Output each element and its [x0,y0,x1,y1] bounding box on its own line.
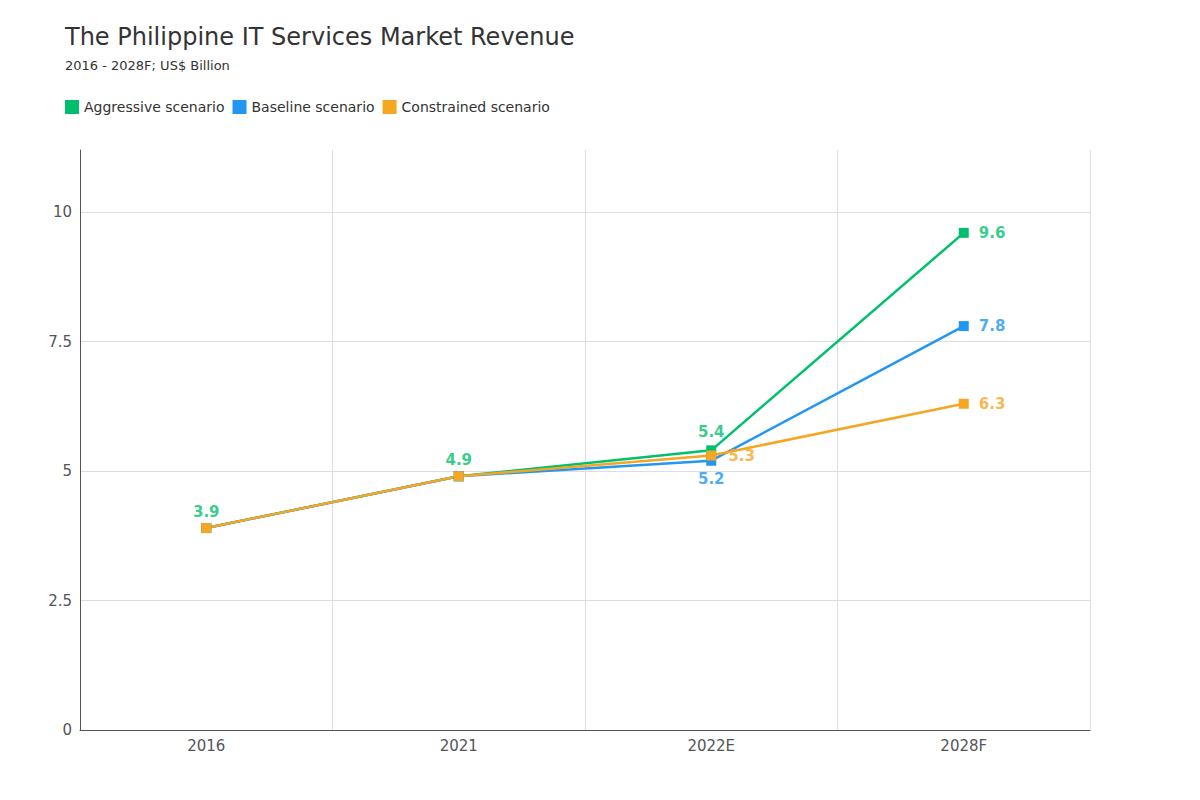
svg-text:0: 0 [62,721,72,739]
svg-text:5.2: 5.2 [698,470,725,488]
svg-text:Aggressive scenario: Aggressive scenario [84,99,225,115]
svg-text:4.9: 4.9 [445,451,472,469]
svg-text:2022E: 2022E [687,737,735,755]
svg-text:Constrained scenario: Constrained scenario [402,99,550,115]
svg-text:6.3: 6.3 [979,395,1006,413]
svg-text:2028F: 2028F [940,737,987,755]
svg-text:7.5: 7.5 [48,333,72,351]
svg-text:9.6: 9.6 [979,224,1006,242]
svg-text:2016: 2016 [187,737,225,755]
svg-text:5: 5 [62,462,72,480]
svg-text:3.9: 3.9 [193,503,220,521]
svg-text:5.3: 5.3 [728,447,755,465]
svg-text:7.8: 7.8 [979,317,1006,335]
svg-text:10: 10 [53,203,72,221]
svg-text:2016 - 2028F; US$ Billion: 2016 - 2028F; US$ Billion [65,58,230,73]
svg-text:2.5: 2.5 [48,592,72,610]
svg-text:5.4: 5.4 [698,423,725,441]
svg-text:Baseline scenario: Baseline scenario [252,99,375,115]
svg-text:The Philippine IT Services Mar: The Philippine IT Services Market Revenu… [64,23,575,51]
svg-text:2021: 2021 [440,737,478,755]
